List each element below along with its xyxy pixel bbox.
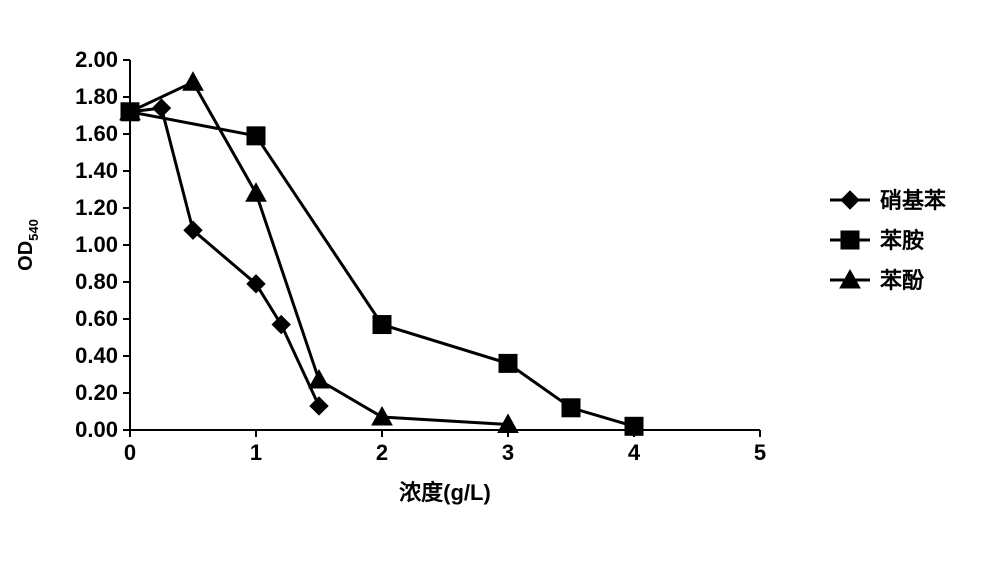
chart-svg: 0.00 0.20 0.40 0.60 0.80 1.00 1.20 1.40 1.60 1.80…: [0, 0, 1000, 562]
marker-diamond: [153, 99, 171, 117]
y-tick-label: 1.80: [75, 84, 118, 109]
marker-diamond: [272, 316, 290, 334]
x-tick-label: 4: [628, 440, 641, 465]
x-tick-label: 0: [124, 440, 136, 465]
y-tick-label: 1.00: [75, 232, 118, 257]
marker-diamond: [310, 397, 328, 415]
marker-triangle: [246, 183, 266, 201]
y-tick-label: 0.80: [75, 269, 118, 294]
legend-label: 硝基苯: [880, 188, 947, 213]
y-tick-label: 0.60: [75, 306, 118, 331]
series-line: [130, 108, 319, 406]
chart-container: 0.00 0.20 0.40 0.60 0.80 1.00 1.20 1.40 1.60 1.80…: [0, 0, 1000, 562]
x-tick-label: 2: [376, 440, 388, 465]
marker-triangle: [183, 72, 203, 90]
legend-label: 苯胺: [879, 228, 924, 253]
legend-label: 苯酚: [879, 268, 925, 293]
x-tick-label: 3: [502, 440, 514, 465]
marker-square: [373, 316, 391, 334]
series-line: [130, 112, 634, 427]
y-tick-label: 1.20: [75, 195, 118, 220]
marker-square: [247, 127, 265, 145]
y-axis-title: OD540: [15, 219, 41, 271]
marker-square: [625, 417, 643, 435]
y-tick-label: 0.20: [75, 380, 118, 405]
marker-square: [562, 399, 580, 417]
marker-square: [841, 231, 859, 249]
marker-diamond: [841, 191, 859, 209]
y-tick-label: 0.00: [75, 417, 118, 442]
y-tick-label: 1.60: [75, 121, 118, 146]
x-tick-label: 5: [754, 440, 766, 465]
x-axis-title: 浓度(g/L): [399, 480, 491, 505]
y-tick-label: 0.40: [75, 343, 118, 368]
y-tick-label: 2.00: [75, 47, 118, 72]
marker-square: [499, 354, 517, 372]
marker-triangle: [309, 370, 329, 388]
x-tick-label: 1: [250, 440, 262, 465]
y-tick-label: 1.40: [75, 158, 118, 183]
